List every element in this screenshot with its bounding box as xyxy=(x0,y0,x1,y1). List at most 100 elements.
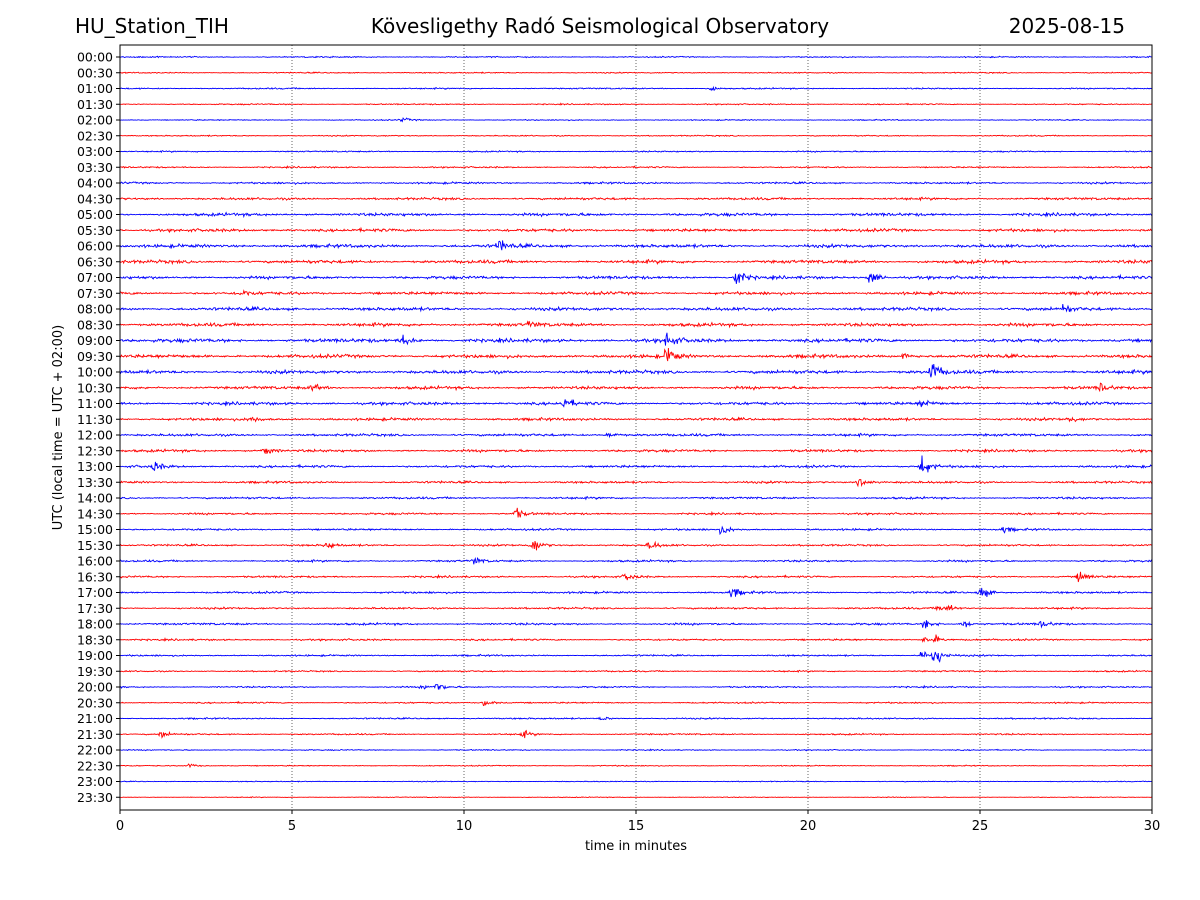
trace-1430 xyxy=(119,507,1153,518)
x-tick-label: 30 xyxy=(1144,819,1161,834)
trace-2200 xyxy=(119,748,1153,752)
y-tick-label: 21:00 xyxy=(77,711,113,726)
trace-2000 xyxy=(119,684,1153,691)
y-tick-label: 23:30 xyxy=(77,790,113,805)
trace-0430 xyxy=(119,196,1153,202)
trace-0030 xyxy=(119,71,1153,75)
y-tick-label: 01:00 xyxy=(77,81,113,96)
y-tick-label: 20:30 xyxy=(77,695,113,710)
trace-1830 xyxy=(119,634,1153,643)
x-tick-label: 20 xyxy=(800,819,817,834)
trace-1100 xyxy=(119,398,1153,408)
x-tick-label: 25 xyxy=(972,819,989,834)
y-tick-label: 02:30 xyxy=(77,128,113,143)
y-tick-label: 18:30 xyxy=(77,632,113,647)
x-tick-label: 0 xyxy=(116,819,124,834)
trace-1300 xyxy=(119,455,1153,473)
y-tick-label: 23:00 xyxy=(77,774,113,789)
x-axis-label: time in minutes xyxy=(585,839,687,854)
trace-0500 xyxy=(119,211,1153,219)
y-tick-label: 11:30 xyxy=(77,412,113,427)
y-tick-label: 19:30 xyxy=(77,664,113,679)
x-axis-ticks: 0 5 10 15 20 25 30 xyxy=(116,810,1160,834)
x-tick-label: 5 xyxy=(288,819,296,834)
y-tick-label: 00:00 xyxy=(77,50,113,65)
trace-1800 xyxy=(119,620,1153,629)
y-axis-ticks: 00:0000:3001:0001:3002:0002:3003:0003:30… xyxy=(77,50,120,805)
station-code: HU_Station_TIH xyxy=(75,14,229,38)
y-tick-label: 10:00 xyxy=(77,365,113,380)
y-tick-label: 12:00 xyxy=(77,428,113,443)
trace-2300 xyxy=(119,780,1153,783)
y-tick-label: 03:00 xyxy=(77,144,113,159)
y-tick-label: 20:00 xyxy=(77,680,113,695)
y-tick-label: 00:30 xyxy=(77,65,113,80)
trace-0530 xyxy=(119,226,1153,234)
trace-1500 xyxy=(119,525,1153,536)
seismic-traces xyxy=(119,55,1153,799)
y-tick-label: 16:00 xyxy=(77,554,113,569)
vertical-gridlines xyxy=(291,45,981,810)
trace-1700 xyxy=(119,587,1153,598)
y-tick-label: 12:30 xyxy=(77,443,113,458)
trace-1530 xyxy=(119,540,1153,551)
y-tick-label: 13:30 xyxy=(77,475,113,490)
trace-2330 xyxy=(119,796,1153,799)
y-tick-label: 14:30 xyxy=(77,506,113,521)
trace-0400 xyxy=(119,180,1153,186)
y-tick-label: 22:30 xyxy=(77,758,113,773)
y-tick-label: 13:00 xyxy=(77,459,113,474)
y-tick-label: 04:00 xyxy=(77,176,113,191)
y-tick-label: 17:30 xyxy=(77,601,113,616)
y-tick-label: 10:30 xyxy=(77,380,113,395)
x-tick-label: 10 xyxy=(456,819,473,834)
trace-1330 xyxy=(119,479,1153,488)
y-tick-label: 09:30 xyxy=(77,349,113,364)
trace-0900 xyxy=(119,332,1153,346)
y-tick-label: 06:00 xyxy=(77,239,113,254)
y-tick-label: 05:30 xyxy=(77,223,113,238)
trace-1200 xyxy=(119,432,1153,439)
y-tick-label: 07:30 xyxy=(77,286,113,301)
x-tick-label: 15 xyxy=(628,819,645,834)
y-tick-label: 16:30 xyxy=(77,569,113,584)
trace-1900 xyxy=(119,651,1153,663)
trace-1000 xyxy=(119,363,1153,378)
trace-1630 xyxy=(119,571,1152,583)
y-tick-label: 22:00 xyxy=(77,743,113,758)
y-tick-label: 08:30 xyxy=(77,317,113,332)
trace-0930 xyxy=(119,347,1153,362)
trace-0000 xyxy=(119,55,1153,59)
y-axis-label: UTC (local time = UTC + 02:00) xyxy=(51,325,66,530)
y-tick-label: 09:00 xyxy=(77,333,113,348)
y-tick-label: 07:00 xyxy=(77,270,113,285)
chart-title: Kövesligethy Radó Seismological Observat… xyxy=(370,14,830,38)
y-tick-label: 17:00 xyxy=(77,585,113,600)
trace-1230 xyxy=(119,448,1153,455)
trace-0800 xyxy=(119,304,1153,313)
trace-1730 xyxy=(119,604,1153,612)
y-tick-label: 19:00 xyxy=(77,648,113,663)
trace-1400 xyxy=(119,495,1153,501)
y-tick-label: 14:00 xyxy=(77,491,113,506)
y-tick-label: 03:30 xyxy=(77,160,113,175)
trace-0300 xyxy=(119,149,1153,154)
y-tick-label: 01:30 xyxy=(77,97,113,112)
trace-1130 xyxy=(119,416,1153,423)
y-tick-label: 04:30 xyxy=(77,191,113,206)
trace-2030 xyxy=(119,700,1153,707)
y-tick-label: 18:00 xyxy=(77,617,113,632)
y-tick-label: 05:00 xyxy=(77,207,113,222)
trace-2130 xyxy=(119,729,1153,739)
trace-2230 xyxy=(119,763,1153,769)
record-date: 2025-08-15 xyxy=(1008,14,1125,38)
y-tick-label: 08:00 xyxy=(77,302,113,317)
trace-0830 xyxy=(119,320,1153,329)
trace-0230 xyxy=(119,134,1153,138)
trace-1930 xyxy=(119,669,1153,674)
y-tick-label: 06:30 xyxy=(77,254,113,269)
trace-1030 xyxy=(119,382,1153,393)
trace-2100 xyxy=(119,716,1153,721)
